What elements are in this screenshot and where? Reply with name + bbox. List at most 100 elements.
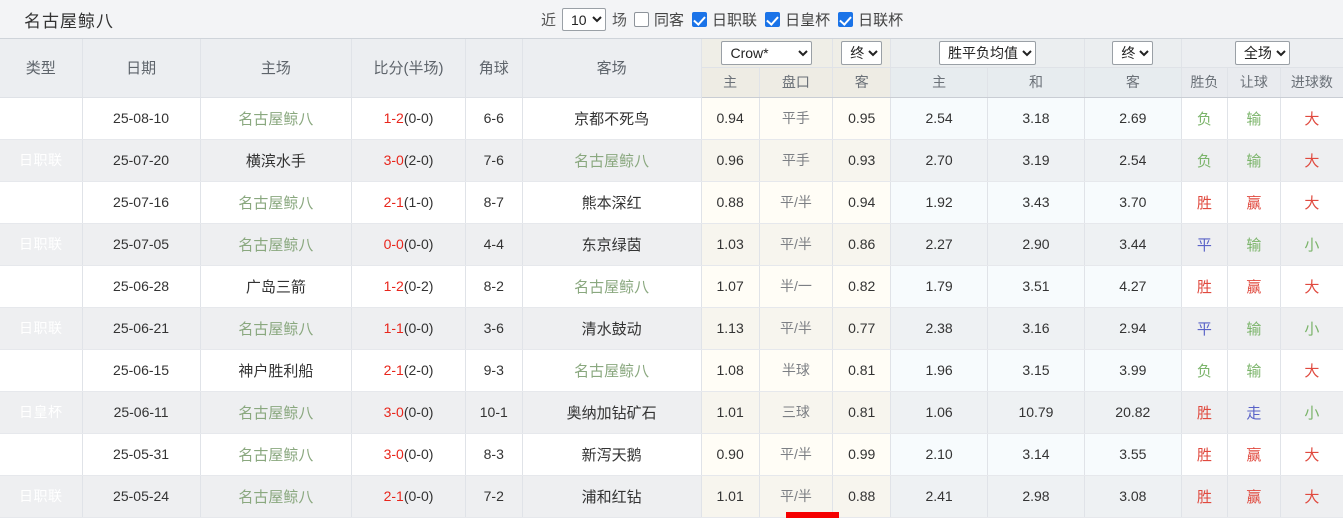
odds-type-select-cell: 胜平负均值Bet365威廉希尔 [890,39,1085,68]
same-venue-checkbox[interactable] [634,12,650,27]
cell-ah-away-odds: 0.94 [832,181,892,224]
cell-odds-away: 3.70 [1084,181,1182,224]
cell-result-goals: 大 [1280,475,1343,518]
subheader-result-wl: 胜负 [1180,67,1229,98]
cell-date: 25-05-31 [82,433,201,476]
cell-result-handicap: 输 [1227,139,1281,182]
cell-away-team[interactable]: 京都不死鸟 [522,97,702,140]
cell-result-wl: 胜 [1180,475,1229,518]
cell-home-team[interactable]: 名古屋鲸八 [200,433,353,476]
cell-away-team[interactable]: 名古屋鲸八 [522,139,702,182]
cell-odds-draw: 3.19 [987,139,1085,182]
scroll-position-indicator[interactable] [786,512,839,518]
cell-odds-home: 1.06 [890,391,989,434]
odds-phase-select[interactable]: 初终 [1112,40,1154,65]
table-row[interactable]: 日职联 25-05-24 名古屋鲸八 2-1(0-0) 7-2 浦和红钻 1.01 平/半 0.… [0,475,1343,518]
cell-ah-home-odds: 1.13 [700,307,760,350]
bookmaker-select-cell: Crow*Bet365Macauslot易胜博 [700,39,834,68]
cell-home-team[interactable]: 名古屋鲸八 [200,181,353,224]
cell-corner: 3-6 [465,307,523,350]
cell-ah-home-odds: 0.94 [700,97,760,140]
cell-odds-away: 3.99 [1084,349,1182,392]
cell-score: 2-1(2-0) [351,349,466,392]
cell-home-team[interactable]: 神户胜利船 [200,349,353,392]
cell-away-team[interactable]: 名古屋鲸八 [522,265,702,308]
cell-home-team[interactable]: 名古屋鲸八 [200,223,353,266]
cell-home-team[interactable]: 名古屋鲸八 [200,391,353,434]
table-row[interactable]: 日皇杯 25-06-11 名古屋鲸八 3-0(0-0) 10-1 奥纳加钻矿石 1.01 三球… [0,391,1343,434]
cell-ah-line: 平/半 [759,223,834,266]
table-row[interactable]: 日职联 25-06-28 广岛三箭 1-2(0-2) 8-2 名古屋鲸八 1.07 半/一 0.… [0,265,1343,308]
cell-home-team[interactable]: 横滨水手 [200,139,353,182]
match-count-select[interactable]: 610203050 [562,8,607,31]
cell-ah-home-odds: 1.07 [700,265,760,308]
odds-phase-select-cell: 初终 [1084,39,1182,68]
cell-odds-draw: 3.14 [987,433,1085,476]
cell-ah-away-odds: 0.93 [832,139,892,182]
cell-result-wl: 胜 [1180,433,1229,476]
cell-ah-away-odds: 0.99 [832,433,892,476]
cell-competition-type: 日皇杯 [0,391,83,434]
table-row[interactable]: 日职联 25-07-20 横滨水手 3-0(2-0) 7-6 名古屋鲸八 0.96 平手 0.9… [0,139,1343,182]
cell-ah-away-odds: 0.88 [832,475,892,518]
cell-ah-home-odds: 1.03 [700,223,760,266]
competition-label-jleague: 日职联 [712,12,758,29]
cell-away-team[interactable]: 清水鼓动 [522,307,702,350]
table-row[interactable]: 日皇杯 25-07-16 名古屋鲸八 2-1(1-0) 8-7 熊本深红 0.88 平/半 0.… [0,181,1343,224]
cell-away-team[interactable]: 名古屋鲸八 [522,349,702,392]
table-subheader-row: 主 盘口 客 主 和 客 胜负 让球 进球数 [0,67,1343,98]
cell-corner: 4-4 [465,223,523,266]
cell-home-team[interactable]: 广岛三箭 [200,265,353,308]
table-row[interactable]: 日职联 25-06-21 名古屋鲸八 1-1(0-0) 3-6 清水鼓动 1.13 平/半 0.… [0,307,1343,350]
cell-date: 25-06-11 [82,391,201,434]
table-row[interactable]: 日职联 25-08-10 名古屋鲸八 1-2(0-0) 6-6 京都不死鸟 0.94 平手 0.… [0,97,1343,140]
cell-score: 1-1(0-0) [351,307,466,350]
table-row[interactable]: 日职联 25-05-31 名古屋鲸八 3-0(0-0) 8-3 新泻天鹅 0.90 平/半 0.… [0,433,1343,476]
cell-odds-home: 2.27 [890,223,989,266]
cell-competition-type: 日职联 [0,307,83,350]
cell-corner: 7-2 [465,475,523,518]
cell-result-goals: 大 [1280,181,1343,224]
cell-home-team[interactable]: 名古屋鲸八 [200,475,353,518]
cell-result-goals: 大 [1280,349,1343,392]
cell-competition-type: 日职联 [0,223,83,266]
cell-away-team[interactable]: 奥纳加钻矿石 [522,391,702,434]
cell-ah-home-odds: 1.08 [700,349,760,392]
cell-date: 25-06-15 [82,349,201,392]
cell-away-team[interactable]: 新泻天鹅 [522,433,702,476]
cell-odds-draw: 2.98 [987,475,1085,518]
bookmaker-select[interactable]: Crow*Bet365Macauslot易胜博 [721,40,813,65]
competition-checkbox-leaguecup[interactable] [838,12,854,27]
competition-checkbox-emperorcup[interactable] [765,12,781,27]
cell-result-handicap: 输 [1227,349,1281,392]
cell-home-team[interactable]: 名古屋鲸八 [200,97,353,140]
cell-odds-away: 3.44 [1084,223,1182,266]
cell-home-team[interactable]: 名古屋鲸八 [200,307,353,350]
matches-unit-label: 场 [612,12,628,29]
odds-type-select[interactable]: 胜平负均值Bet365威廉希尔 [939,40,1037,65]
cell-score: 3-0(2-0) [351,139,466,182]
cell-away-team[interactable]: 熊本深红 [522,181,702,224]
cell-result-handicap: 输 [1227,97,1281,140]
competition-checkbox-jleague[interactable] [692,12,708,27]
cell-odds-draw: 3.51 [987,265,1085,308]
header-away-team: 客场 [522,39,702,98]
table-row[interactable]: 日职联 25-06-15 神户胜利船 2-1(2-0) 9-3 名古屋鲸八 1.08 半球 0.… [0,349,1343,392]
cell-date: 25-08-10 [82,97,201,140]
cell-odds-away: 2.54 [1084,139,1182,182]
ah-phase-select[interactable]: 初终 [841,40,883,65]
cell-away-team[interactable]: 浦和红钻 [522,475,702,518]
cell-ah-home-odds: 1.01 [700,475,760,518]
cell-corner: 10-1 [465,391,523,434]
cell-result-goals: 大 [1280,433,1343,476]
cell-ah-line: 半/一 [759,265,834,308]
competition-label-emperorcup: 日皇杯 [785,12,831,29]
cell-odds-draw: 3.43 [987,181,1085,224]
table-row[interactable]: 日职联 25-07-05 名古屋鲸八 0-0(0-0) 4-4 东京绿茵 1.03 平/半 0.… [0,223,1343,266]
cell-odds-away: 2.69 [1084,97,1182,140]
panel-toolbar: 名古屋鲸八 近 610203050 场 同客 日职联 日皇杯 日联杯 [0,0,1343,39]
cell-corner: 7-6 [465,139,523,182]
header-date: 日期 [82,39,201,98]
cell-away-team[interactable]: 东京绿茵 [522,223,702,266]
scope-select[interactable]: 全场半场 [1234,40,1290,65]
